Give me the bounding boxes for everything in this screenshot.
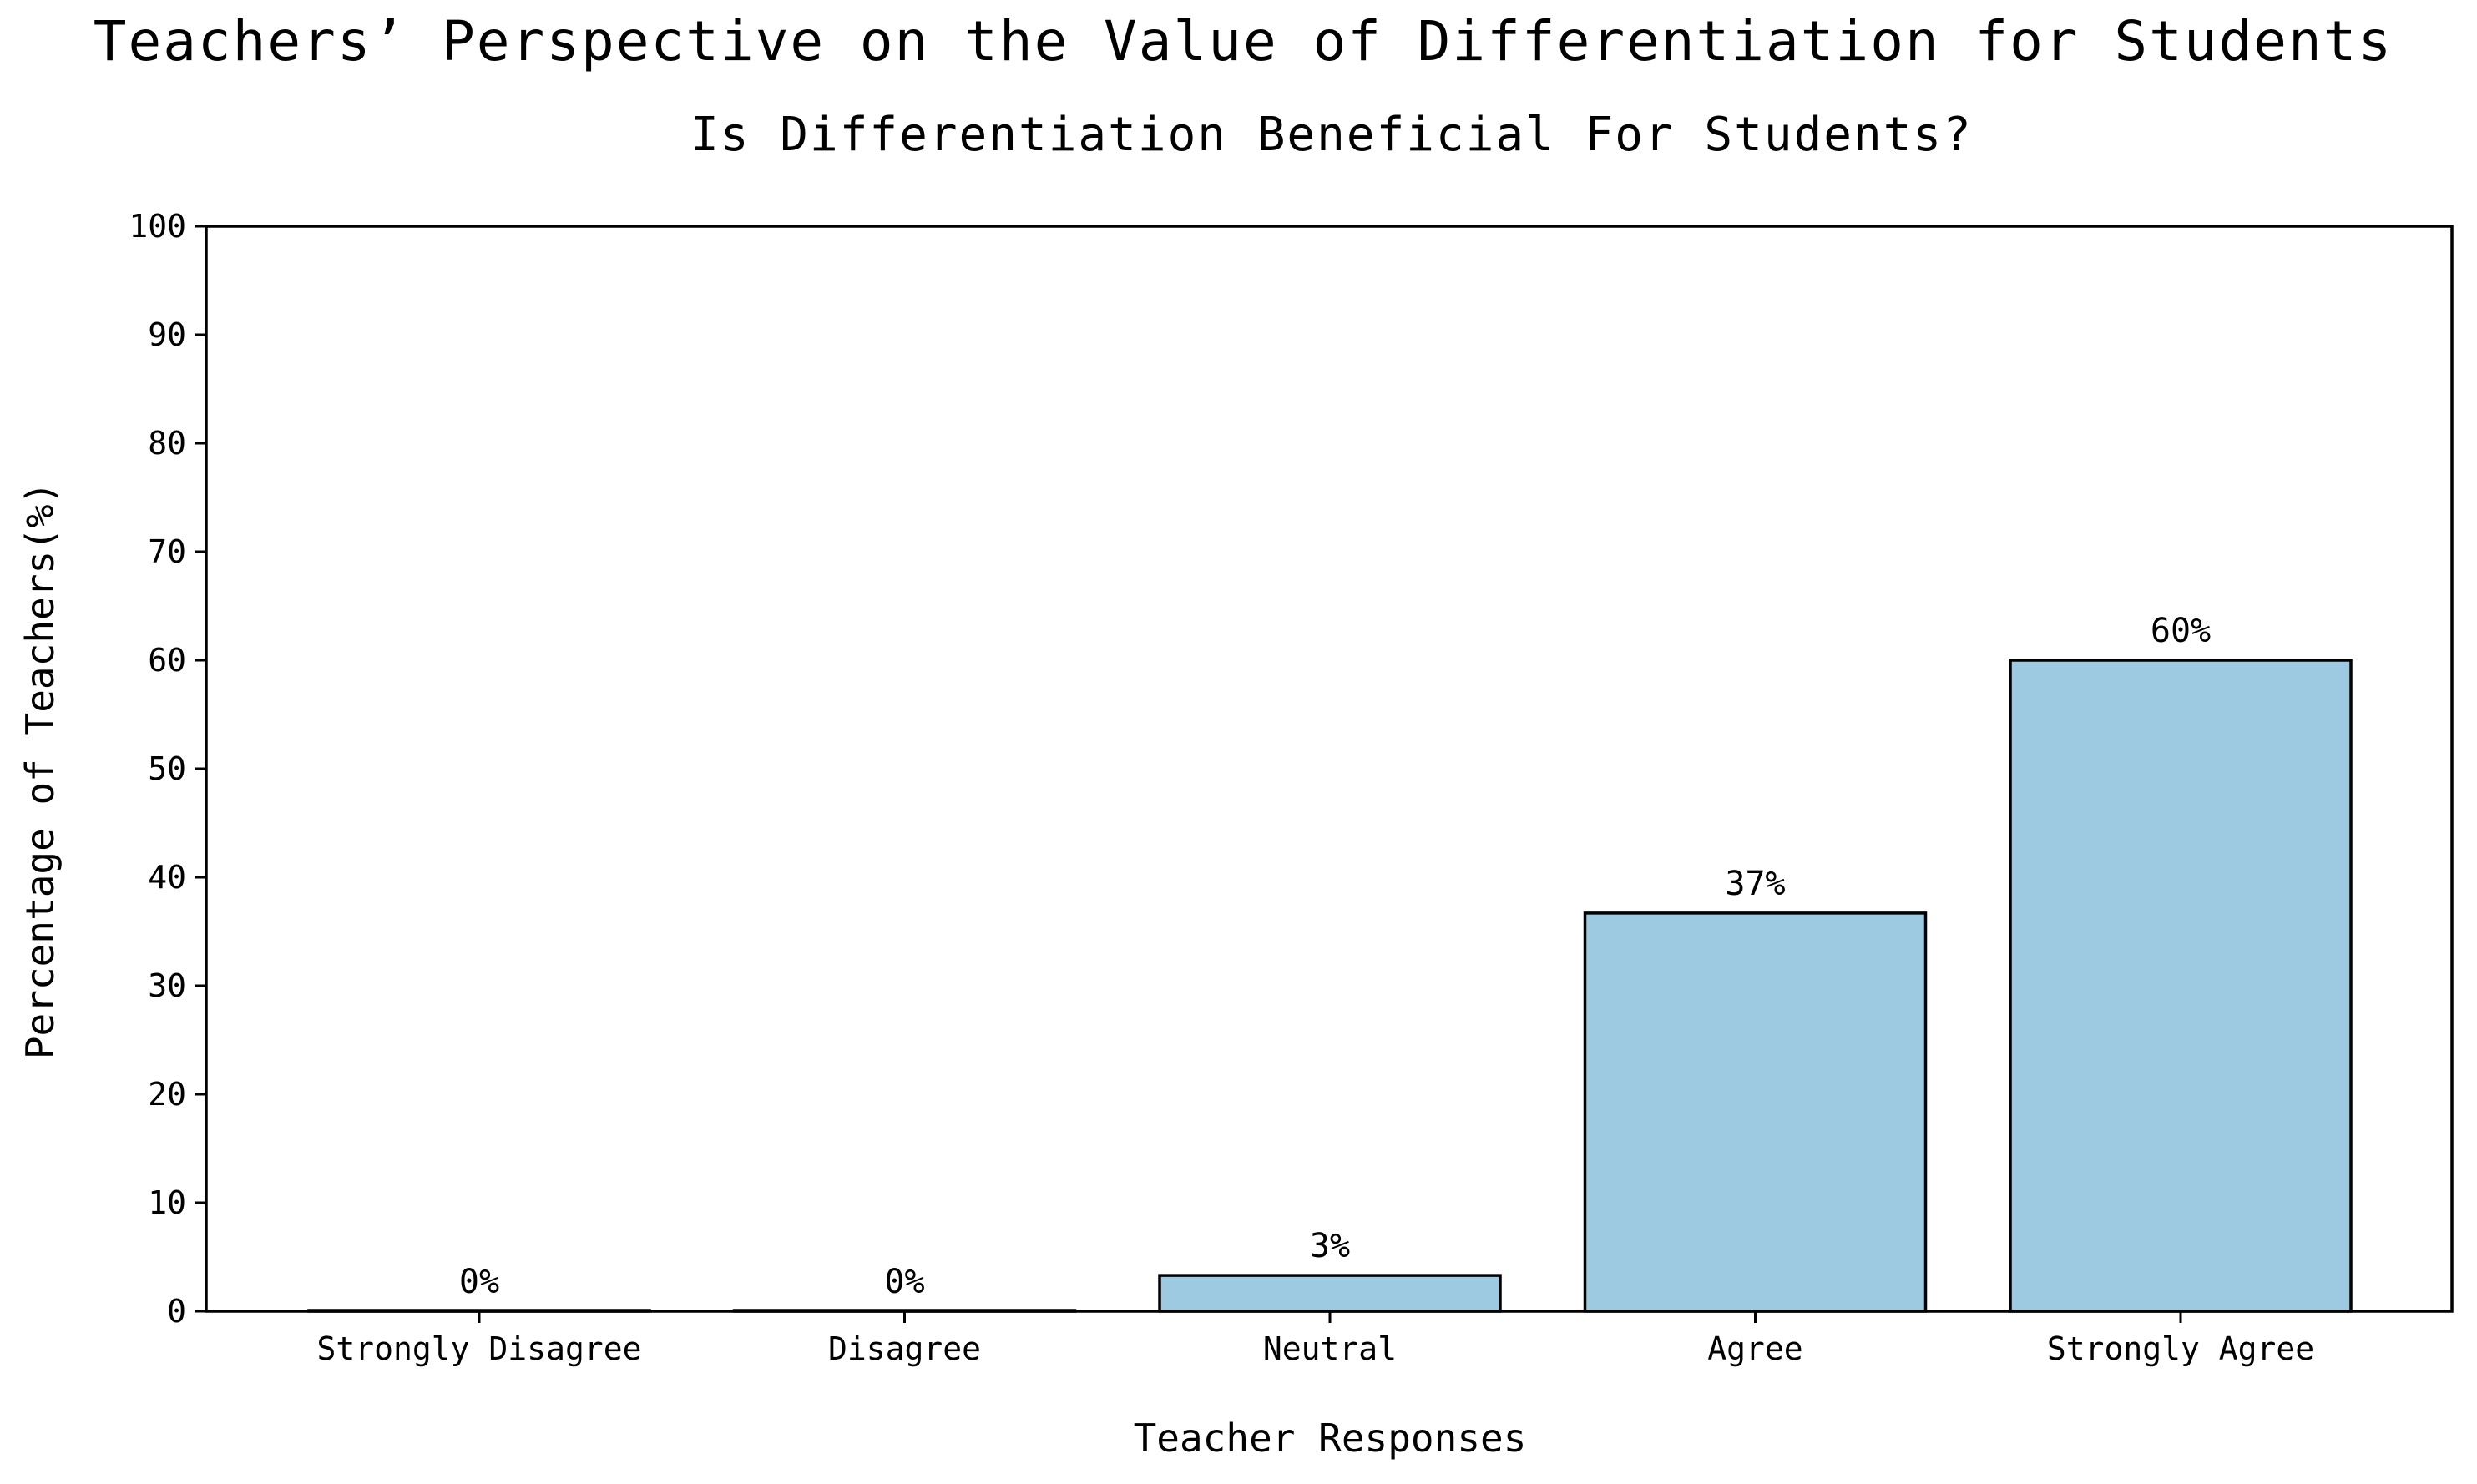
data-label: 3% xyxy=(1310,1227,1350,1265)
x-tick-label: Agree xyxy=(1707,1330,1802,1367)
y-tick-label: 40 xyxy=(148,859,186,896)
chart-subtitle: Is Differentiation Beneficial For Studen… xyxy=(690,108,1973,162)
y-tick-label: 60 xyxy=(148,642,186,679)
y-tick-label: 70 xyxy=(148,533,186,570)
y-tick-label: 100 xyxy=(129,208,186,245)
x-tick-label: Strongly Agree xyxy=(2047,1330,2314,1367)
x-axis-label: Teacher Responses xyxy=(1134,1416,1527,1461)
bar-strongly-agree xyxy=(2009,659,2353,1313)
y-axis-label: Percentage of Teachers(%) xyxy=(18,482,63,1059)
y-tick-label: 80 xyxy=(148,425,186,462)
x-tick-label: Strongly Disagree xyxy=(317,1330,642,1367)
axes-frame xyxy=(205,225,2454,1313)
data-label: 0% xyxy=(459,1263,499,1301)
chart-title: Teachers’ Perspective on the Value of Di… xyxy=(94,9,2394,73)
y-tick-label: 10 xyxy=(148,1184,186,1221)
y-tick-label: 20 xyxy=(148,1076,186,1113)
bar-neutral xyxy=(1158,1274,1502,1313)
data-label: 0% xyxy=(884,1263,924,1301)
y-tick-label: 50 xyxy=(148,750,186,787)
x-tick-label: Neutral xyxy=(1263,1330,1397,1367)
y-tick-label: 90 xyxy=(148,316,186,353)
x-tick-label: Disagree xyxy=(828,1330,981,1367)
plot-area: 0 10 20 30 40 50 60 70 80 90 100 0% Strongly Disagre… xyxy=(129,208,2454,1367)
data-label: 60% xyxy=(2151,612,2211,650)
y-tick-label: 30 xyxy=(148,967,186,1004)
data-label: 37% xyxy=(1725,865,1785,903)
y-tick-label: 0 xyxy=(167,1293,186,1330)
bar-agree xyxy=(1583,911,1928,1313)
